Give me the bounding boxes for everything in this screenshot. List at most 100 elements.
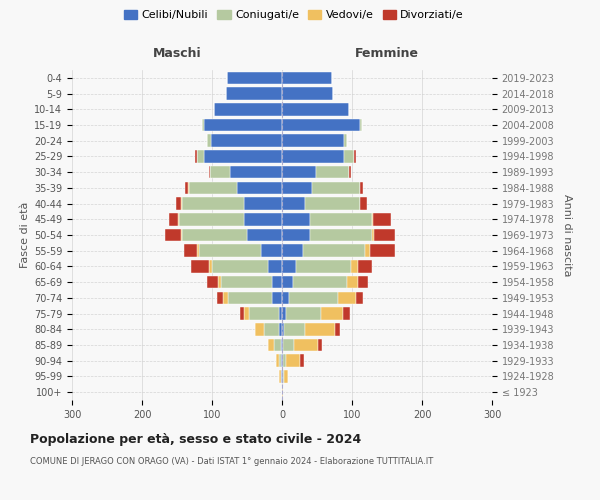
Bar [289,292,338,304]
Bar [271,292,282,304]
Bar [274,338,281,351]
Bar [282,103,349,116]
Bar [178,213,179,226]
Bar [282,213,310,226]
Bar [169,213,178,226]
Y-axis label: Fasce di età: Fasce di età [20,202,30,268]
Bar [281,354,282,367]
Bar [343,308,350,320]
Bar [236,182,282,194]
Bar [282,292,289,304]
Bar [214,103,282,116]
Bar [282,166,316,178]
Bar [279,323,282,336]
Bar [312,182,360,194]
Bar [199,244,261,257]
Bar [188,182,189,194]
Bar [182,228,247,241]
Bar [282,244,303,257]
Bar [282,88,333,100]
Bar [286,354,300,367]
Bar [189,182,236,194]
Bar [344,134,347,147]
Bar [256,323,264,336]
Bar [240,308,244,320]
Bar [217,292,223,304]
Bar [282,72,332,84]
Bar [347,276,358,288]
Bar [264,323,279,336]
Bar [284,370,287,382]
Bar [305,198,360,210]
Bar [247,228,282,241]
Bar [349,166,350,178]
Bar [284,323,305,336]
Bar [305,323,335,336]
Bar [282,118,361,132]
Bar [360,182,363,194]
Bar [358,276,368,288]
Bar [310,228,371,241]
Bar [212,260,268,272]
Bar [203,150,282,162]
Bar [244,198,282,210]
Bar [271,276,282,288]
Bar [282,276,293,288]
Bar [207,134,211,147]
Bar [282,182,312,194]
Bar [282,198,305,210]
Bar [209,166,210,178]
Bar [210,166,229,178]
Bar [294,338,319,351]
Bar [283,354,286,367]
Bar [282,150,344,162]
Legend: Celibi/Nubili, Coniugati/e, Vedovi/e, Divorziati/e: Celibi/Nubili, Coniugati/e, Vedovi/e, Di… [119,6,469,25]
Text: COMUNE DI JERAGO CON ORAGO (VA) - Dati ISTAT 1° gennaio 2024 - Elaborazione TUTT: COMUNE DI JERAGO CON ORAGO (VA) - Dati I… [30,458,433,466]
Bar [350,260,358,272]
Bar [197,244,199,257]
Bar [283,370,284,382]
Bar [211,134,282,147]
Bar [320,308,343,320]
Bar [293,276,347,288]
Bar [358,260,371,272]
Bar [373,213,391,226]
Text: Popolazione per età, sesso e stato civile - 2024: Popolazione per età, sesso e stato civil… [30,432,361,446]
Bar [277,354,279,367]
Bar [282,338,283,351]
Bar [303,244,365,257]
Bar [371,213,373,226]
Bar [355,292,362,304]
Bar [218,276,221,288]
Bar [344,150,354,162]
Bar [191,260,209,272]
Bar [300,354,304,367]
Bar [244,213,282,226]
Bar [310,213,371,226]
Bar [182,198,244,210]
Y-axis label: Anni di nascita: Anni di nascita [562,194,572,276]
Bar [335,323,340,336]
Bar [268,260,282,272]
Bar [202,118,203,132]
Text: Femmine: Femmine [355,47,419,60]
Bar [365,244,370,257]
Bar [176,198,181,210]
Bar [227,72,282,84]
Bar [209,260,212,272]
Bar [370,244,395,257]
Bar [281,370,282,382]
Bar [282,308,286,320]
Bar [338,292,355,304]
Bar [185,182,188,194]
Bar [268,338,274,351]
Bar [179,213,244,226]
Bar [354,150,355,162]
Bar [223,292,228,304]
Bar [279,354,281,367]
Bar [282,323,284,336]
Bar [181,228,182,241]
Bar [261,244,282,257]
Bar [221,276,271,288]
Bar [279,370,281,382]
